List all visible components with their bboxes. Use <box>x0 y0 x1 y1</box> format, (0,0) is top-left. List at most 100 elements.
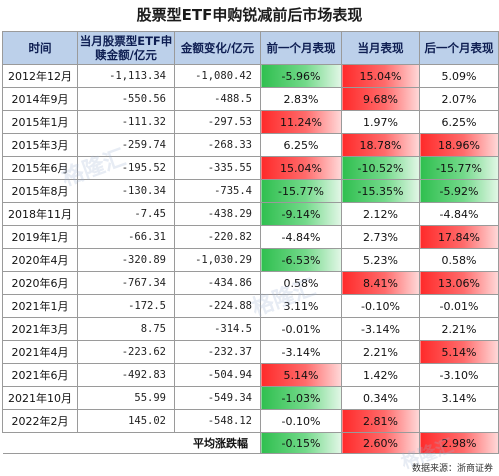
row-change: -548.12 <box>174 409 261 433</box>
col-header-cur: 当月表现 <box>341 31 420 65</box>
row-date: 2021年6月 <box>2 363 78 387</box>
col-header-next: 后一个月表现 <box>419 31 499 65</box>
row-change: -504.94 <box>174 363 261 387</box>
row-change: -1,030.29 <box>174 248 261 272</box>
row-next: 3.14% <box>419 386 499 410</box>
row-amount: -66.31 <box>77 225 175 249</box>
row-prev: 0.58% <box>260 271 342 295</box>
row-amount: -111.32 <box>77 110 175 134</box>
table-row: 2014年9月 -550.56 -488.5 2.83% 9.68% 2.07% <box>2 87 499 111</box>
row-next: 5.14% <box>419 340 499 364</box>
row-date: 2014年9月 <box>2 87 78 111</box>
row-change: -297.53 <box>174 110 261 134</box>
table-row: 2020年6月 -767.34 -434.86 0.58% 8.41% 13.06% <box>2 271 499 295</box>
row-change: -335.55 <box>174 156 261 180</box>
table-title: 股票型ETF申购锐减前后市场表现 <box>136 6 363 24</box>
table-row: 2015年1月 -111.32 -297.53 11.24% 1.97% 6.25% <box>2 110 499 134</box>
row-prev: 15.04% <box>260 156 342 180</box>
row-change: -268.33 <box>174 133 261 157</box>
row-cur: 8.41% <box>341 271 420 295</box>
row-change: -488.5 <box>174 87 261 111</box>
etf-performance-table: 时间 当月股票型ETF申赎金额/亿元 金额变化/亿元 前一个月表现 当月表现 后… <box>2 31 499 454</box>
row-date: 2015年6月 <box>2 156 78 180</box>
table-row: 2015年8月 -130.34 -735.4 -15.77% -15.35% -5.92% <box>2 179 499 203</box>
data-source-note: 数据来源：浙商证券 <box>411 464 493 474</box>
row-cur: 9.68% <box>341 87 420 111</box>
row-prev: -4.84% <box>260 225 342 249</box>
average-next: 2.98% <box>419 432 499 454</box>
row-cur: 15.04% <box>341 64 420 88</box>
row-cur: 5.23% <box>341 248 420 272</box>
row-date: 2015年3月 <box>2 133 78 157</box>
row-date: 2012年12月 <box>2 64 78 88</box>
row-prev: -15.77% <box>260 179 342 203</box>
row-prev: 5.14% <box>260 363 342 387</box>
row-next: 13.06% <box>419 271 499 295</box>
row-next: 18.96% <box>419 133 499 157</box>
row-prev: 2.83% <box>260 87 342 111</box>
row-amount: -195.52 <box>77 156 175 180</box>
average-row: 平均涨跌幅 -0.15% 2.60% 2.98% <box>2 432 499 454</box>
row-amount: -492.83 <box>77 363 175 387</box>
table-row: 2021年10月 55.99 -549.34 -1.03% 0.34% 3.14% <box>2 386 499 410</box>
table-row: 2021年1月 -172.5 -224.88 3.11% -0.10% -0.01% <box>2 294 499 318</box>
row-prev: -0.01% <box>260 317 342 341</box>
row-next: 6.25% <box>419 110 499 134</box>
row-cur: 2.21% <box>341 340 420 364</box>
row-cur: 18.78% <box>341 133 420 157</box>
row-date: 2015年8月 <box>2 179 78 203</box>
row-cur: 2.12% <box>341 202 420 226</box>
row-next: -15.77% <box>419 156 499 180</box>
table-row: 2015年3月 -259.74 -268.33 6.25% 18.78% 18.96% <box>2 133 499 157</box>
row-amount: -550.56 <box>77 87 175 111</box>
row-cur: -15.35% <box>341 179 420 203</box>
row-next: 0.58% <box>419 248 499 272</box>
row-date: 2021年4月 <box>2 340 78 364</box>
row-cur: -0.10% <box>341 294 420 318</box>
row-change: -224.88 <box>174 294 261 318</box>
average-cur: 2.60% <box>341 432 420 454</box>
row-next: -4.84% <box>419 202 499 226</box>
row-prev: -5.96% <box>260 64 342 88</box>
row-date: 2022年2月 <box>2 409 78 433</box>
table-row: 2018年11月 -7.45 -438.29 -9.14% 2.12% -4.84% <box>2 202 499 226</box>
table-row: 2021年6月 -492.83 -504.94 5.14% 1.42% -3.10% <box>2 363 499 387</box>
row-amount: -1,113.34 <box>77 64 175 88</box>
row-date: 2021年1月 <box>2 294 78 318</box>
row-prev: 3.11% <box>260 294 342 318</box>
row-next: 5.09% <box>419 64 499 88</box>
row-amount: -767.34 <box>77 271 175 295</box>
average-prev: -0.15% <box>260 432 342 454</box>
row-amount: 55.99 <box>77 386 175 410</box>
average-label: 平均涨跌幅 <box>2 432 261 454</box>
row-cur: -10.52% <box>341 156 420 180</box>
col-header-amount: 当月股票型ETF申赎金额/亿元 <box>77 31 175 65</box>
row-change: -232.37 <box>174 340 261 364</box>
row-amount: 8.75 <box>77 317 175 341</box>
row-cur: 2.73% <box>341 225 420 249</box>
table-row: 2021年4月 -223.62 -232.37 -3.14% 2.21% 5.14% <box>2 340 499 364</box>
header-row: 时间 当月股票型ETF申赎金额/亿元 金额变化/亿元 前一个月表现 当月表现 后… <box>2 31 499 65</box>
row-next <box>419 409 499 433</box>
row-amount: -320.89 <box>77 248 175 272</box>
row-prev: -3.14% <box>260 340 342 364</box>
row-date: 2020年6月 <box>2 271 78 295</box>
row-prev: 11.24% <box>260 110 342 134</box>
row-date: 2019年1月 <box>2 225 78 249</box>
table-row: 2015年6月 -195.52 -335.55 15.04% -10.52% -15.77… <box>2 156 499 180</box>
table-row: 2022年2月 145.02 -548.12 -0.10% 2.81% <box>2 409 499 433</box>
table-body: 2012年12月 -1,113.34 -1,080.42 -5.96% 15.04% 5.… <box>2 64 499 433</box>
row-next: -3.10% <box>419 363 499 387</box>
row-cur: 1.42% <box>341 363 420 387</box>
row-date: 2018年11月 <box>2 202 78 226</box>
row-next: 17.84% <box>419 225 499 249</box>
row-date: 2015年1月 <box>2 110 78 134</box>
row-prev: -0.10% <box>260 409 342 433</box>
row-change: -735.4 <box>174 179 261 203</box>
col-header-change: 金额变化/亿元 <box>174 31 261 65</box>
col-header-date: 时间 <box>2 31 78 65</box>
table-row: 2012年12月 -1,113.34 -1,080.42 -5.96% 15.04% 5.… <box>2 64 499 88</box>
row-amount: -223.62 <box>77 340 175 364</box>
row-prev: -9.14% <box>260 202 342 226</box>
